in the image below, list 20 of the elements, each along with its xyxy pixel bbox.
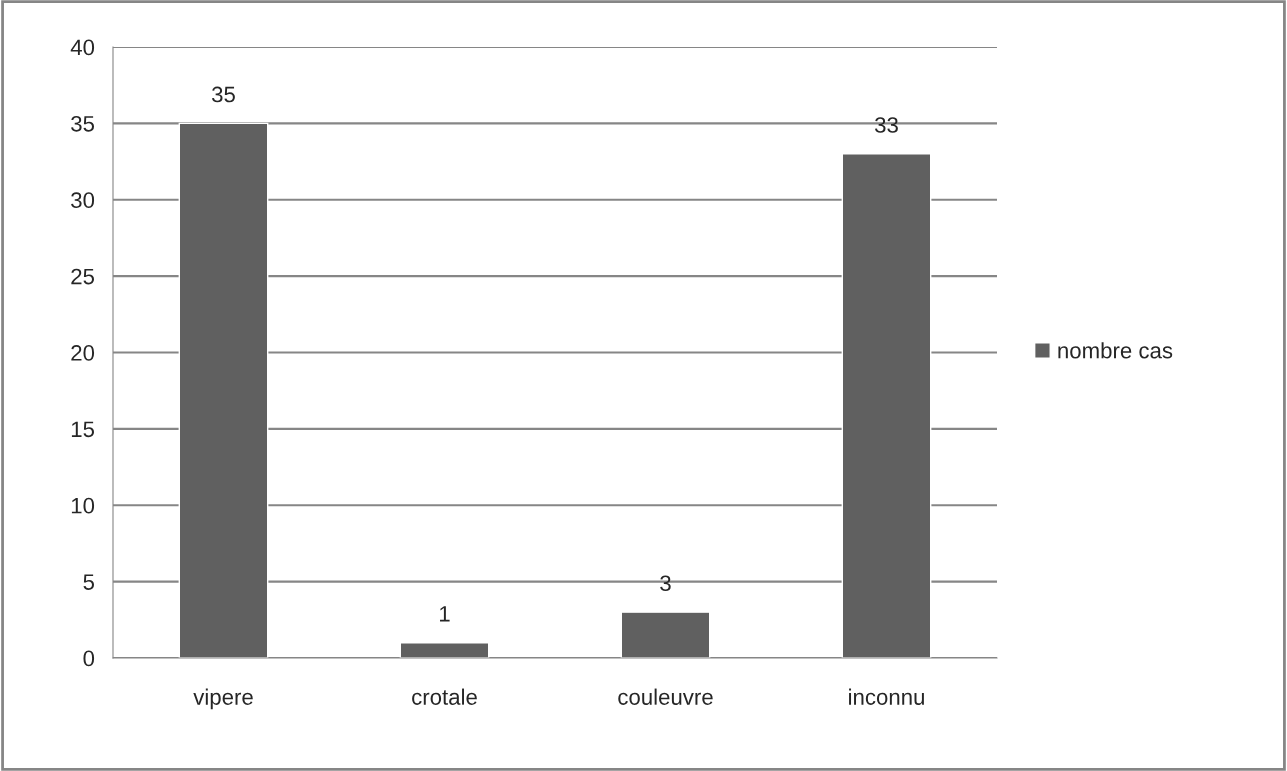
- y-tick-label: 30: [71, 192, 95, 209]
- bar: [399, 642, 490, 658]
- x-tick-label: crotale: [412, 688, 477, 705]
- bar: [841, 153, 932, 658]
- x-tick-label: couleuvre: [618, 688, 713, 705]
- bar: [178, 122, 269, 658]
- y-tick-label: 20: [71, 345, 95, 361]
- y-tick-label: 35: [71, 115, 95, 132]
- y-tick-label: 5: [83, 574, 95, 590]
- data-label: 1: [440, 606, 450, 622]
- legend-label: nombre cas: [1058, 342, 1173, 359]
- y-tick-label: 15: [71, 421, 95, 438]
- x-tick-label: vipere: [193, 688, 253, 710]
- y-tick-label: 25: [71, 268, 95, 285]
- bar: [620, 611, 711, 658]
- data-label: 35: [211, 86, 235, 103]
- y-tick-label: 40: [70, 39, 95, 56]
- x-tick-label: inconnu: [849, 688, 924, 705]
- y-tick-label: 10: [71, 497, 95, 514]
- y-tick-label: 0: [83, 650, 95, 667]
